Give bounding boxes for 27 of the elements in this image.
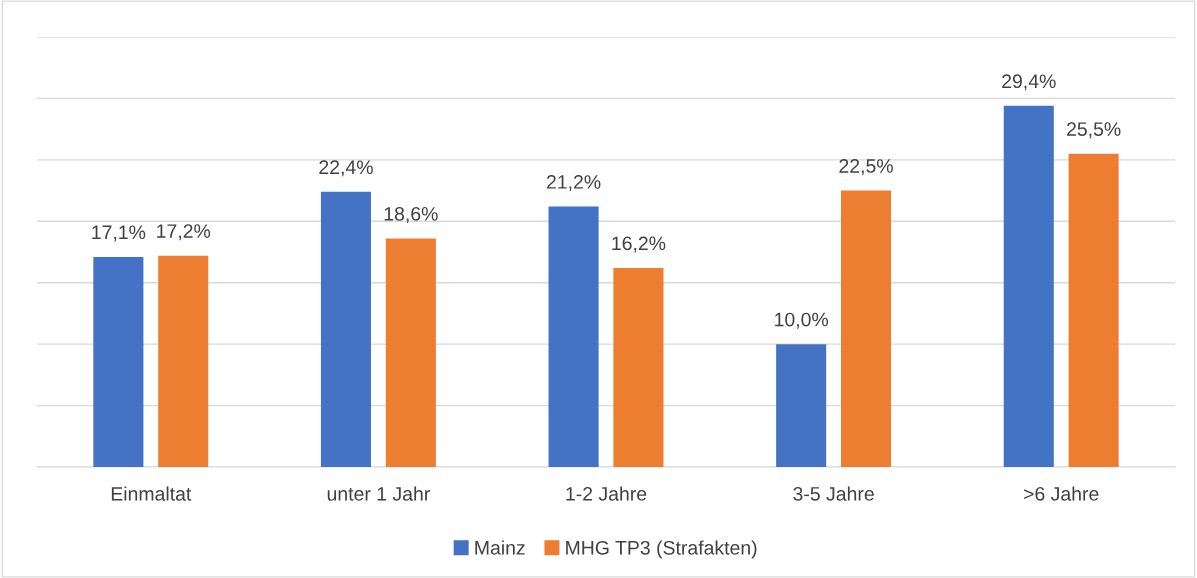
- x-tick-label: >6 Jahre: [1024, 486, 1099, 501]
- data-label: 10,0%: [775, 312, 829, 329]
- x-tick-label: Einmaltat: [111, 486, 192, 501]
- data-label: 25,5%: [1067, 122, 1121, 139]
- bar: [385, 238, 436, 467]
- data-label: 21,2%: [546, 175, 601, 192]
- bar: [841, 190, 892, 467]
- data-label: 17,2%: [157, 224, 211, 241]
- x-tick-label: 3-5 Jahre: [793, 486, 874, 501]
- bar: [93, 256, 144, 467]
- bar: [320, 191, 371, 467]
- x-tick-label: unter 1 Jahr: [327, 486, 430, 501]
- data-label: 16,2%: [612, 236, 666, 253]
- data-label: 22,4%: [319, 160, 373, 177]
- legend-label: Mainz: [475, 540, 525, 555]
- data-label: 22,5%: [839, 159, 893, 176]
- x-tick-label: 1-2 Jahre: [566, 486, 647, 501]
- data-label: 17,1%: [92, 225, 146, 242]
- data-label: 18,6%: [384, 206, 438, 224]
- bar: [1068, 153, 1119, 467]
- bar: [158, 255, 209, 467]
- bar: [776, 344, 827, 467]
- data-label: 29,4%: [1002, 74, 1056, 91]
- bar: [548, 206, 599, 467]
- legend-label: MHG TP3 (Strafakten): [566, 540, 757, 559]
- bar: [613, 267, 664, 467]
- bar: [1003, 105, 1054, 467]
